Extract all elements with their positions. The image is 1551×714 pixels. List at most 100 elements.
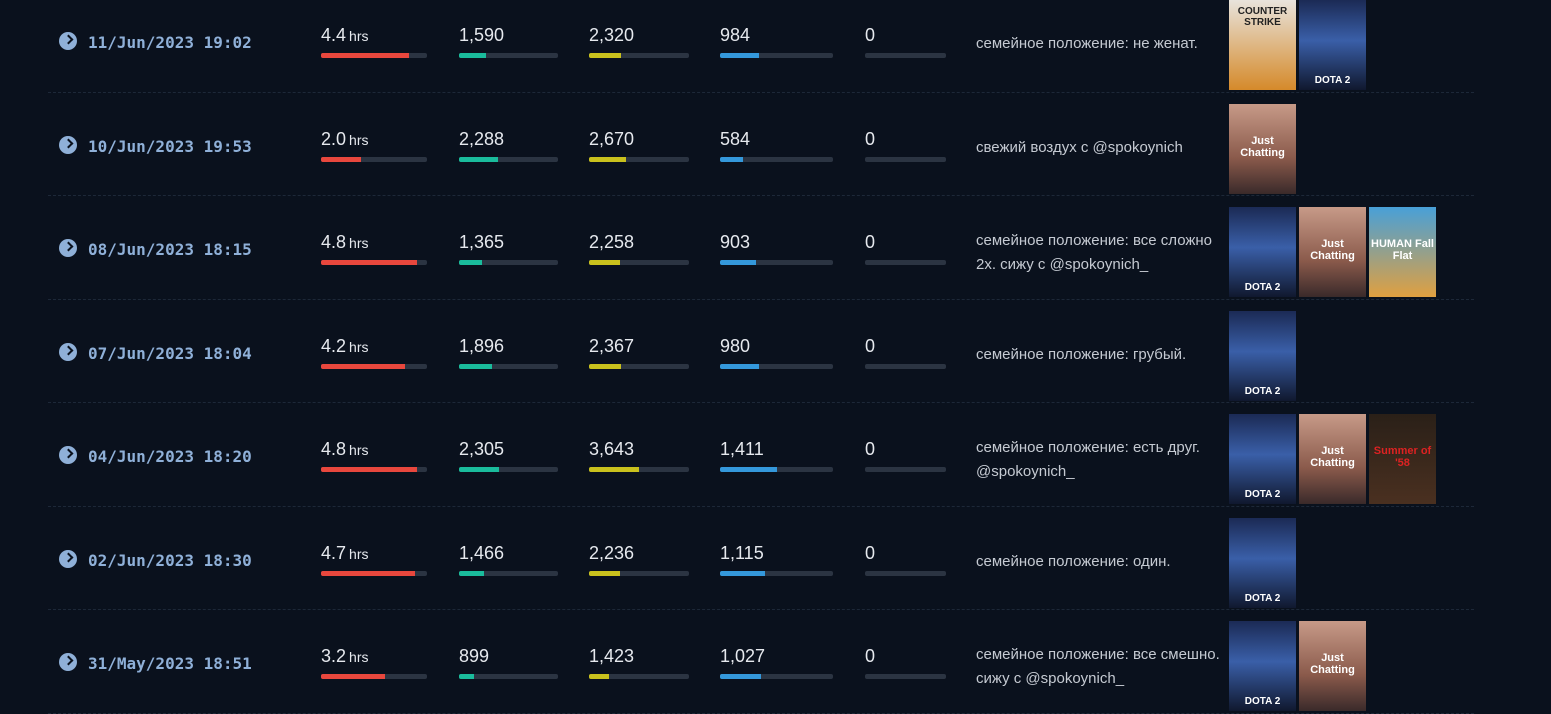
duration-track xyxy=(321,260,427,265)
expand-icon[interactable] xyxy=(59,135,77,154)
game-thumbnail[interactable]: Just Chatting xyxy=(1299,207,1366,297)
stat-track xyxy=(459,570,558,576)
stat-track xyxy=(589,674,689,679)
expand-icon[interactable] xyxy=(59,549,77,568)
row-separator xyxy=(48,298,1474,300)
duration: 4.2 hrs xyxy=(321,336,368,357)
duration-bar xyxy=(321,363,406,369)
duration: 2.0 hrs xyxy=(321,129,368,150)
stat-track xyxy=(865,363,946,369)
duration-bar xyxy=(321,260,418,265)
stat-bar xyxy=(720,467,777,472)
stat-track xyxy=(720,467,833,472)
game-thumbnail[interactable]: DOTA 2 xyxy=(1229,207,1296,297)
stream-row[interactable]: 04/Jun/2023 18:20 4.8 hrs 2,305 3,643 1,411 0 с… xyxy=(0,403,1551,507)
expand-icon[interactable] xyxy=(59,239,77,257)
game-thumbnail[interactable]: DOTA 2 xyxy=(1229,414,1296,504)
duration-value: 4.8 xyxy=(321,232,347,252)
game-thumbnail[interactable]: DOTA 2 xyxy=(1229,517,1296,608)
stat-bar xyxy=(589,53,621,58)
duration-unit: hrs xyxy=(349,28,369,44)
stream-date: 07/Jun/2023 18:04 xyxy=(88,343,252,363)
game-thumbnail[interactable]: Just Chatting xyxy=(1299,414,1366,504)
stat-value: 2,288 xyxy=(459,128,505,149)
row-separator xyxy=(48,91,1474,93)
stat-track xyxy=(589,260,689,265)
stat-bar xyxy=(589,260,620,265)
stream-date: 02/Jun/2023 18:30 xyxy=(88,550,252,570)
game-thumbnail[interactable]: COUNTER STRIKE xyxy=(1229,0,1296,90)
stat-value: 1,896 xyxy=(459,335,505,356)
stat-value: 0 xyxy=(865,542,876,563)
row-separator xyxy=(48,712,1474,714)
stream-row[interactable]: 31/May/2023 18:51 3.2 hrs 899 1,423 1,027 0 сем… xyxy=(0,610,1551,714)
duration: 3.2 hrs xyxy=(321,646,368,667)
duration-value: 4.7 xyxy=(321,542,347,563)
stream-date: 04/Jun/2023 18:20 xyxy=(88,447,252,466)
duration-bar xyxy=(321,53,410,58)
game-thumbnail[interactable]: DOTA 2 xyxy=(1299,0,1366,90)
stat-track xyxy=(589,53,689,58)
game-thumbnail[interactable]: Summer of '58 xyxy=(1369,414,1436,504)
stream-title: семейное положение: есть друг. @spokoyni… xyxy=(976,439,1200,480)
stat-track xyxy=(459,467,558,472)
duration-bar xyxy=(321,156,362,162)
game-thumbnail[interactable]: DOTA 2 xyxy=(1229,310,1296,401)
stream-title: семейное положение: один. xyxy=(976,552,1171,570)
stream-title: свежий воздух с @spokoynich xyxy=(976,138,1183,156)
row-separator xyxy=(48,195,1474,196)
stat-track xyxy=(865,570,946,576)
stat-bar xyxy=(589,363,622,369)
stat-bar xyxy=(459,674,475,679)
stat-track xyxy=(589,467,689,472)
stat-track xyxy=(720,570,833,576)
duration-value: 4.2 xyxy=(321,335,347,356)
stat-value: 0 xyxy=(865,646,876,666)
row-separator xyxy=(48,609,1474,610)
duration-bar xyxy=(321,467,418,472)
duration-track xyxy=(321,156,427,162)
stream-title: семейное положение: все смешно. сижу с @… xyxy=(976,646,1220,687)
expand-icon[interactable] xyxy=(59,446,77,464)
duration-unit: hrs xyxy=(349,338,369,355)
stat-bar xyxy=(459,156,499,162)
stat-value: 2,305 xyxy=(459,439,505,459)
stat-value: 0 xyxy=(865,128,876,149)
stat-value: 980 xyxy=(720,335,751,356)
stream-title: семейное положение: не женат. xyxy=(976,35,1198,52)
game-thumbnail[interactable]: Just Chatting xyxy=(1229,103,1296,194)
duration-track xyxy=(321,53,427,58)
expand-icon[interactable] xyxy=(59,653,77,671)
stat-track xyxy=(720,156,833,162)
game-thumbnail[interactable]: HUMAN Fall Flat xyxy=(1369,207,1436,297)
duration-bar xyxy=(321,570,416,576)
stat-value: 1,115 xyxy=(720,542,764,563)
game-thumbnail[interactable]: DOTA 2 xyxy=(1229,621,1296,711)
stat-value: 1,590 xyxy=(459,25,505,45)
stat-bar xyxy=(459,570,485,576)
game-thumbnail[interactable]: Just Chatting xyxy=(1299,621,1366,711)
stat-bar xyxy=(589,674,609,679)
stream-row[interactable]: 02/Jun/2023 18:30 4.7 hrs 1,466 2,236 1,115 0 с… xyxy=(0,507,1551,610)
expand-icon[interactable] xyxy=(59,32,77,50)
stat-value: 2,320 xyxy=(589,25,635,45)
expand-icon[interactable] xyxy=(59,342,77,361)
stat-track xyxy=(589,363,689,369)
stat-bar xyxy=(720,674,762,679)
stat-track xyxy=(589,570,689,576)
stat-bar xyxy=(720,570,765,576)
stream-date: 08/Jun/2023 18:15 xyxy=(88,240,252,259)
stream-row[interactable]: 11/Jun/2023 19:02 4.4 hrs 1,590 2,320 984 0 сем… xyxy=(0,0,1551,93)
stream-row[interactable]: 07/Jun/2023 18:04 4.2 hrs 1,896 2,367 980 0 сем… xyxy=(0,300,1551,403)
duration-track xyxy=(321,467,427,472)
stat-value: 984 xyxy=(720,25,751,45)
stat-value: 1,466 xyxy=(459,542,505,563)
stat-bar xyxy=(459,53,487,58)
stream-row[interactable]: 08/Jun/2023 18:15 4.8 hrs 1,365 2,258 903 0 сем… xyxy=(0,196,1551,300)
duration-unit: hrs xyxy=(349,442,369,458)
stream-row[interactable]: 10/Jun/2023 19:53 2.0 hrs 2,288 2,670 584 0 све… xyxy=(0,93,1551,196)
stat-track xyxy=(720,53,833,58)
stat-bar xyxy=(720,156,744,162)
duration-unit: hrs xyxy=(349,235,369,251)
duration: 4.4 hrs xyxy=(321,25,368,46)
